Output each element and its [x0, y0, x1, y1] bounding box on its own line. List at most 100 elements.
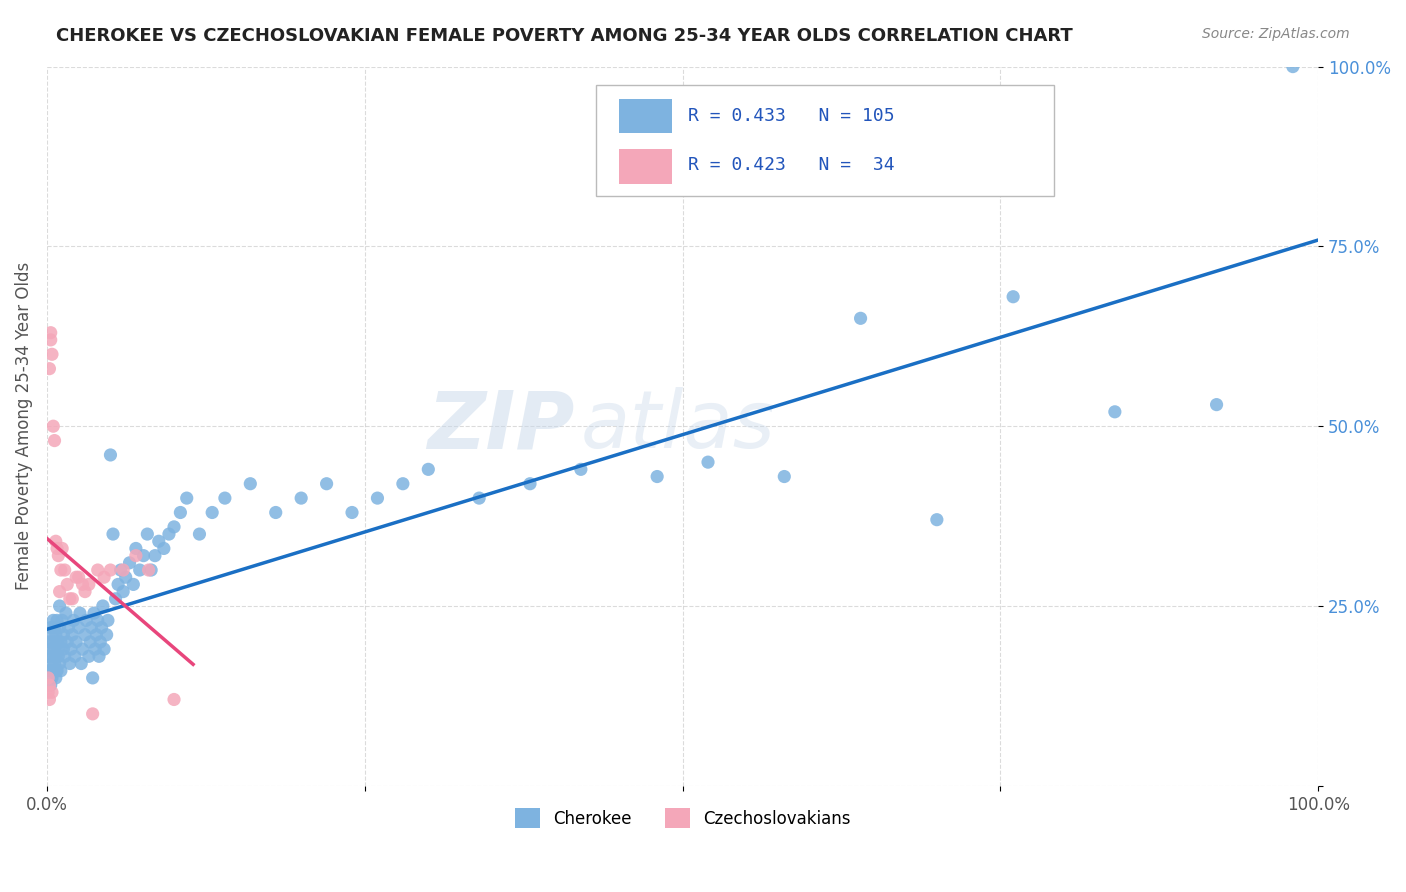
Point: [188, 527, 211, 541]
Point: [56, 635, 79, 649]
Point: [214, 491, 236, 505]
Point: [46, 664, 69, 678]
Point: [58, 621, 80, 635]
Y-axis label: Female Poverty Among 25-34 Year Olds: Female Poverty Among 25-34 Year Olds: [15, 262, 32, 591]
Point: [366, 491, 388, 505]
Point: [49, 664, 72, 678]
Point: [569, 462, 592, 476]
Point: [46, 635, 69, 649]
Point: [48, 584, 70, 599]
Point: [136, 527, 159, 541]
Point: [65, 635, 87, 649]
Point: [51, 541, 73, 556]
Point: [264, 506, 287, 520]
Point: [44, 642, 66, 657]
Point: [42, 649, 65, 664]
Point: [38, 635, 60, 649]
Point: [773, 469, 796, 483]
Point: [56, 577, 79, 591]
Point: [87, 649, 110, 664]
Point: [138, 563, 160, 577]
Point: [41, 685, 63, 699]
Point: [62, 613, 84, 627]
Point: [46, 613, 69, 627]
Point: [101, 527, 124, 541]
Point: [46, 549, 69, 563]
Point: [169, 506, 191, 520]
Point: [73, 584, 96, 599]
Point: [100, 563, 122, 577]
Point: [45, 628, 67, 642]
Point: [290, 491, 312, 505]
Point: [60, 628, 83, 642]
Point: [70, 657, 93, 671]
Point: [139, 563, 162, 577]
Point: [60, 642, 83, 657]
Point: [41, 628, 63, 642]
Point: [46, 649, 69, 664]
Text: Source: ZipAtlas.com: Source: ZipAtlas.com: [1202, 27, 1350, 41]
Point: [91, 599, 114, 613]
Point: [44, 621, 66, 635]
Point: [37, 649, 59, 664]
Point: [59, 591, 82, 606]
Point: [42, 664, 65, 678]
Point: [125, 549, 148, 563]
Point: [49, 635, 72, 649]
Point: [42, 613, 65, 627]
Point: [53, 563, 76, 577]
Point: [53, 649, 76, 664]
Point: [239, 476, 262, 491]
Point: [315, 476, 337, 491]
Point: [93, 570, 115, 584]
Point: [42, 419, 65, 434]
Bar: [619, 149, 672, 184]
Point: [122, 577, 145, 591]
Point: [925, 513, 948, 527]
Point: [44, 434, 66, 448]
Point: [75, 613, 97, 627]
Point: [697, 455, 720, 469]
Point: [41, 657, 63, 671]
Point: [51, 613, 73, 627]
Point: [89, 635, 111, 649]
Point: [59, 657, 82, 671]
Point: [38, 692, 60, 706]
Point: [49, 563, 72, 577]
Point: [48, 621, 70, 635]
Point: [63, 649, 86, 664]
Point: [38, 678, 60, 692]
Point: [72, 642, 94, 657]
Point: [143, 549, 166, 563]
Point: [46, 541, 69, 556]
Point: [72, 577, 94, 591]
Point: [55, 606, 77, 620]
Point: [1282, 60, 1305, 74]
Point: [87, 563, 110, 577]
Point: [163, 520, 186, 534]
Point: [1205, 398, 1227, 412]
Point: [82, 671, 104, 685]
Point: [38, 664, 60, 678]
Point: [97, 613, 120, 627]
Point: [112, 563, 135, 577]
Point: [1002, 290, 1025, 304]
Point: [153, 541, 176, 556]
Point: [77, 649, 100, 664]
Point: [148, 534, 170, 549]
Point: [1104, 405, 1126, 419]
Bar: [619, 99, 672, 134]
Point: [132, 549, 155, 563]
Point: [84, 642, 107, 657]
Text: R = 0.423   N =  34: R = 0.423 N = 34: [688, 156, 894, 174]
Point: [114, 570, 136, 584]
Point: [86, 628, 108, 642]
Point: [37, 671, 59, 685]
Point: [73, 628, 96, 642]
Point: [60, 591, 83, 606]
Point: [392, 476, 415, 491]
Point: [65, 570, 87, 584]
Text: ZIP: ZIP: [427, 387, 575, 466]
Point: [77, 577, 100, 591]
Point: [67, 570, 90, 584]
